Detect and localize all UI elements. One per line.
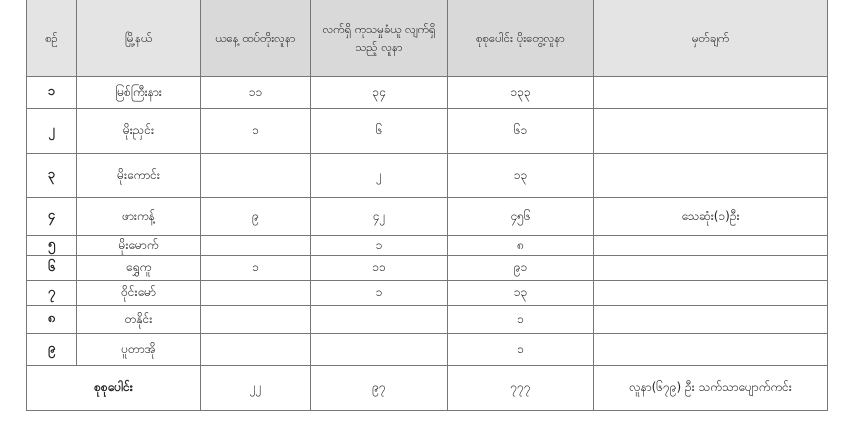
totals-remark: လူနာ(၆၇၉) ဦး သက်သာပျောက်ကင်း (593, 365, 828, 411)
cell-new: ၉ (200, 197, 311, 236)
totals-total: ၇၇၇ (447, 365, 594, 411)
cell-new: ၁ (200, 255, 311, 281)
cell-new: ၁၁ (200, 76, 311, 109)
table-row: ၇ဝိုင်းမော် ၁၁၃ (26, 280, 828, 306)
cell-total: ၉၁ (447, 255, 594, 281)
cell-remark (593, 235, 828, 256)
header-remark: မှတ်ချက် (593, 0, 828, 77)
cell-no: ၉ (26, 333, 77, 366)
cell-total: ၁၃ (447, 153, 594, 198)
cell-township: မိုးညှင်း (76, 108, 201, 154)
cell-new (200, 153, 311, 198)
cell-no: ၂ (26, 108, 77, 154)
table-row: ၅မိုးမောက် ၁၈ (26, 235, 828, 256)
cell-remark (593, 153, 828, 198)
table-row: ၂မိုးညှင်း၁၆၆၁ (26, 108, 828, 154)
cell-township: ဖားကန့် (76, 197, 201, 236)
cell-no: ၅ (26, 235, 77, 256)
cell-current: ၁ (310, 280, 448, 306)
cell-new (200, 305, 311, 334)
cell-no: ၈ (26, 305, 77, 334)
cell-remark (593, 108, 828, 154)
header-row: စဉ် မြို့နယ် ယနေ့ ထပ်တိုးလူနာ လက်ရှိ ကုသ… (26, 0, 828, 77)
cell-current: ၃၄ (310, 76, 448, 109)
cell-new (200, 333, 311, 366)
cell-total: ၆၁ (447, 108, 594, 154)
cell-new: ၁ (200, 108, 311, 154)
cell-current (310, 333, 448, 366)
totals-label: စုစုပေါင်း (26, 365, 201, 411)
cell-current: ၁ (310, 235, 448, 256)
cell-no: ၇ (26, 280, 77, 306)
table-row: ၄ဖားကန့်၉၄၂ ၄၅၆ သေဆုံး(၁)ဦး (26, 197, 828, 236)
covid-township-table: စဉ် မြို့နယ် ယနေ့ ထပ်တိုးလူနာ လက်ရှိ ကုသ… (26, 0, 828, 411)
cell-no: ၃ (26, 153, 77, 198)
cell-total: ၁၃၃ (447, 76, 594, 109)
cell-total: ၁ (447, 305, 594, 334)
cell-no: ၆ (26, 255, 77, 281)
table-row: ၈တနိုင်း ၁ (26, 305, 828, 334)
cell-total: ၁၃ (447, 280, 594, 306)
cell-total: ၄၅၆ (447, 197, 594, 236)
cell-no: ၁ (26, 76, 77, 109)
totals-current: ၉၇ (310, 365, 448, 411)
cell-remark (593, 76, 828, 109)
cell-remark (593, 255, 828, 281)
cell-township: မြစ်ကြီးနား (76, 76, 201, 109)
table-row: ၃မိုးကောင်း ၂၁၃ (26, 153, 828, 198)
cell-no: ၄ (26, 197, 77, 236)
totals-row: စုစုပေါင်း ၂၂ ၉၇ ၇၇၇ လူနာ(၆၇၉) ဦး သက်သာပ… (26, 365, 828, 411)
cell-remark (593, 305, 828, 334)
cell-remark (593, 280, 828, 306)
cell-township: မိုးမောက် (76, 235, 201, 256)
header-total-cases: စုစုပေါင်း ပိုးတွေ့လူနာ (447, 0, 594, 77)
table-row: ၁မြစ်ကြီးနား ၁၁ ၃၄ ၁၃၃ (26, 76, 828, 109)
cell-total: ၁ (447, 333, 594, 366)
cell-current: ၁၁ (310, 255, 448, 281)
cell-township: ပူတာအို (76, 333, 201, 366)
cell-remark (593, 333, 828, 366)
cell-current (310, 305, 448, 334)
table-row: ၆ရွှေကူ၁၁၁ ၉၁ (26, 255, 828, 281)
header-new-cases: ယနေ့ ထပ်တိုးလူနာ (200, 0, 311, 77)
cell-new (200, 280, 311, 306)
cell-township: ရွှေကူ (76, 255, 201, 281)
header-township: မြို့နယ် (76, 0, 201, 77)
table-row: ၉ပူတာအို ၁ (26, 333, 828, 366)
cell-new (200, 235, 311, 256)
cell-township: မိုးကောင်း (76, 153, 201, 198)
cell-remark: သေဆုံး(၁)ဦး (593, 197, 828, 236)
totals-new: ၂၂ (200, 365, 311, 411)
cell-township: တနိုင်း (76, 305, 201, 334)
header-no: စဉ် (26, 0, 77, 77)
cell-current: ၆ (310, 108, 448, 154)
cell-current: ၂ (310, 153, 448, 198)
cell-total: ၈ (447, 235, 594, 256)
header-current-patients: လက်ရှိ ကုသမှုခံယူ လျက်ရှိသည့် လူနာ (310, 0, 448, 77)
cell-township: ဝိုင်းမော် (76, 280, 201, 306)
cell-current: ၄၂ (310, 197, 448, 236)
